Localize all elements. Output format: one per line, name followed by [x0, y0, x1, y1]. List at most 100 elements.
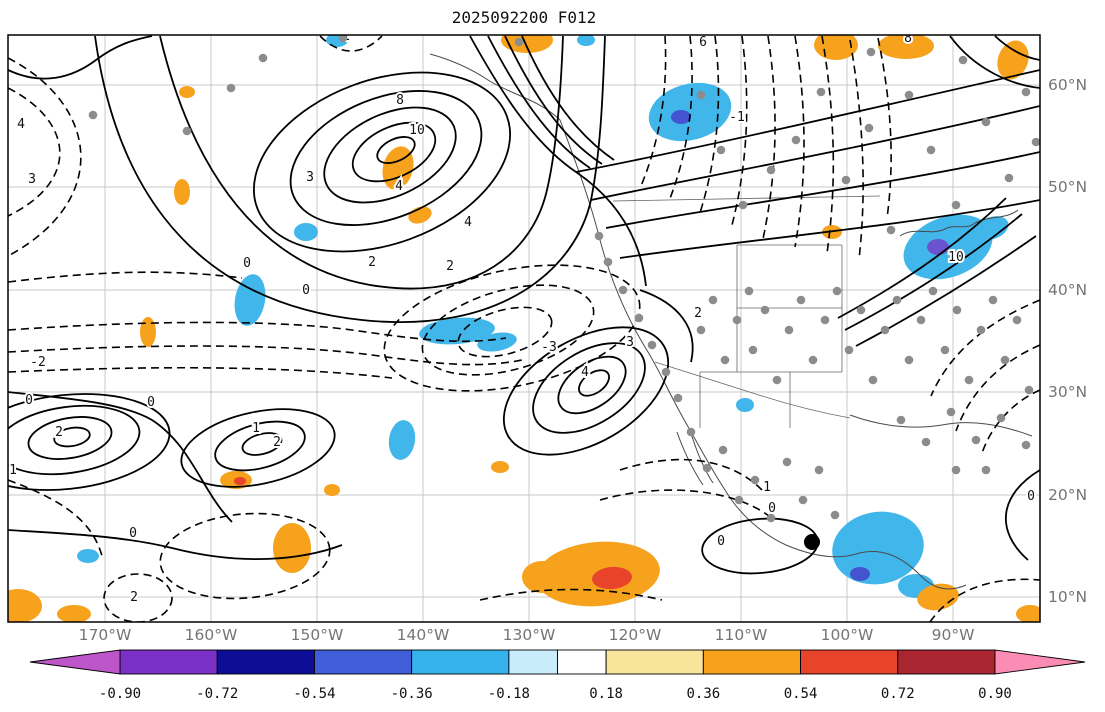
- contour-dashed: [8, 57, 82, 257]
- station-dot: [696, 325, 706, 335]
- contour-dashed: [849, 39, 864, 260]
- station-dot: [226, 83, 236, 93]
- colorbar-segment: [508, 649, 558, 675]
- station-dot: [951, 200, 961, 210]
- y-tick-label: 10°N: [1048, 588, 1087, 606]
- contour-label: 4: [464, 215, 472, 230]
- contour-label: 0: [768, 501, 776, 516]
- contour-solid: [27, 416, 113, 460]
- colorbar-segment: [411, 649, 510, 675]
- station-dot: [661, 367, 671, 377]
- station-dot: [856, 305, 866, 315]
- station-dot: [258, 53, 268, 63]
- contour-label: -3: [541, 340, 557, 355]
- chart-title: 2025092200 F012: [451, 8, 597, 27]
- station-dot: [618, 285, 628, 295]
- station-dot: [1031, 137, 1040, 147]
- contour-label: 2: [130, 590, 138, 605]
- colorbar-tick-label: 0.54: [784, 686, 818, 702]
- contour-label: 0: [717, 534, 725, 549]
- station-dot: [964, 375, 974, 385]
- station-dot: [798, 495, 808, 505]
- station-dot: [904, 355, 914, 365]
- station-dot: [738, 200, 748, 210]
- station-dot: [718, 445, 728, 455]
- contour-label: 0: [147, 395, 155, 410]
- contour-dashed: [457, 306, 553, 358]
- station-dot: [830, 510, 840, 520]
- contour-dashed: [730, 35, 748, 230]
- contour-label: 1: [9, 463, 17, 478]
- contour-solid: [94, 35, 606, 323]
- station-dot: [708, 295, 718, 305]
- station-dot: [971, 435, 981, 445]
- station-dot: [841, 175, 851, 185]
- contour-dashed: [877, 37, 892, 219]
- shaded-region-blue_dark: [671, 110, 691, 124]
- coastline: [689, 429, 714, 484]
- shaded-region-blue_dark: [850, 567, 870, 581]
- station-dot: [958, 55, 968, 65]
- contour-solid: [289, 90, 483, 226]
- station-dot: [1012, 315, 1022, 325]
- station-dot: [928, 286, 938, 296]
- contour-solid: [532, 342, 646, 434]
- contour-dashed: [930, 299, 1040, 397]
- station-dot: [791, 135, 801, 145]
- y-tick-label: 50°N: [1048, 178, 1087, 196]
- contour-solid: [605, 151, 1040, 229]
- contour-label: 10: [948, 250, 964, 265]
- station-dot: [716, 145, 726, 155]
- contour-dashed: [698, 35, 720, 217]
- station-dot: [514, 37, 524, 47]
- x-tick-label: 140°W: [397, 626, 450, 644]
- state-border-line: [612, 195, 881, 202]
- station-dot: [886, 225, 896, 235]
- contour-solid: [8, 35, 153, 80]
- contour-dashed: [421, 284, 595, 376]
- contour-label: 8: [904, 31, 912, 46]
- coastline: [899, 222, 976, 237]
- contour-label: 0: [243, 256, 251, 271]
- state-border-line: [654, 361, 851, 419]
- shaded-region-orange: [179, 86, 195, 98]
- coastline: [785, 544, 967, 590]
- colorbar-tick-label: -0.72: [196, 686, 238, 702]
- contour-label: 2: [368, 255, 376, 270]
- shaded-region-orange: [8, 589, 42, 622]
- contour-dashed: [821, 35, 835, 254]
- x-tick-label: 110°W: [715, 626, 768, 644]
- contour-solid: [241, 432, 283, 456]
- contour-label: 2: [694, 306, 702, 321]
- station-dot: [1000, 355, 1010, 365]
- x-tick-label: 150°W: [291, 626, 344, 644]
- shaded-region-orange: [174, 179, 190, 205]
- contour-label: -1: [729, 110, 745, 125]
- colorbar-arrow-left: [29, 649, 121, 675]
- colorbar-tick-label: -0.90: [99, 686, 141, 702]
- station-dot: [816, 87, 826, 97]
- colorbar-tick-label: 0.72: [881, 686, 915, 702]
- station-dot: [1024, 385, 1034, 395]
- station-dot: [686, 427, 696, 437]
- station-dot: [1021, 87, 1031, 97]
- contour-label: 0: [129, 526, 137, 541]
- x-tick-label: 90°W: [932, 626, 975, 644]
- shaded-region-blue: [577, 35, 595, 46]
- y-tick-label: 60°N: [1048, 76, 1087, 94]
- shaded-region-orange: [1016, 605, 1040, 622]
- station-dot: [904, 90, 914, 100]
- y-tick-label: 30°N: [1048, 383, 1087, 401]
- colorbar-segment: [216, 649, 315, 675]
- contour-dashed: [8, 479, 103, 557]
- shaded-region-blue: [736, 398, 754, 412]
- contour-solid: [351, 121, 437, 183]
- contour-label: 0: [25, 393, 33, 408]
- shaded-region-orange: [501, 35, 553, 53]
- forecast-map: 168438103442020-2021120-11034-3210000217…: [7, 31, 1087, 644]
- coastline: [676, 431, 704, 486]
- contour-solid: [214, 420, 306, 472]
- station-dot: [952, 305, 962, 315]
- station-dot: [720, 355, 730, 365]
